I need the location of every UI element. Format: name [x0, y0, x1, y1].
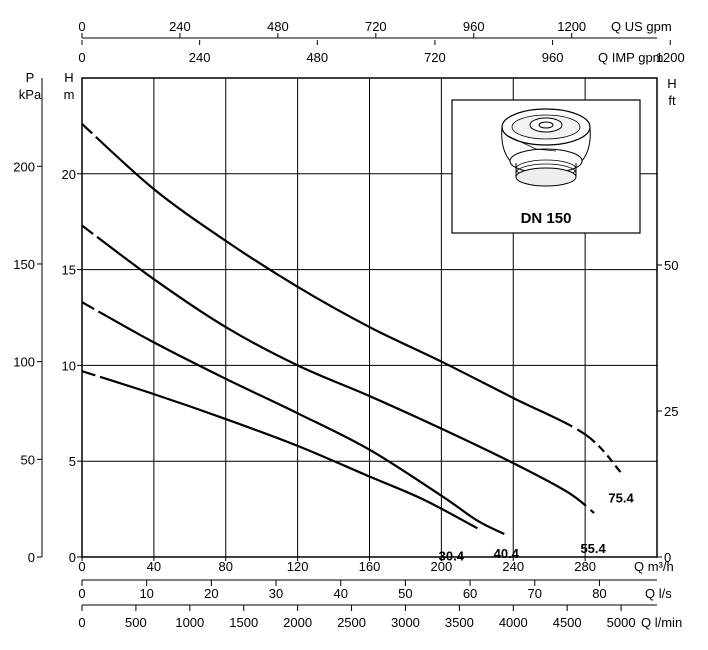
tick-label-h-ft: 0: [664, 550, 671, 565]
tick-label-q-m3h: 80: [219, 559, 233, 574]
tick-label-p-kpa: 0: [28, 550, 35, 565]
tick-label-q-m3h: 280: [574, 559, 596, 574]
axis-label-p-symbol: P: [26, 70, 35, 85]
tick-label-q-ls: 60: [463, 586, 477, 601]
tick-label-h-m: 5: [69, 454, 76, 469]
tick-label-q-m3h: 120: [287, 559, 309, 574]
tick-label-q-impgpm: 720: [424, 50, 446, 65]
tick-label-q-lmin: 3500: [445, 615, 474, 630]
curves: 75.455.440.430.4: [81, 123, 634, 563]
tick-label-q-ls: 10: [139, 586, 153, 601]
tick-label-q-m3h: 40: [147, 559, 161, 574]
tick-label-q-m3h: 240: [502, 559, 524, 574]
tick-label-q-lmin: 0: [78, 615, 85, 630]
tick-label-q-lmin: 2500: [337, 615, 366, 630]
tick-label-q-usgpm: 240: [169, 19, 191, 34]
tick-label-q-ls: 20: [204, 586, 218, 601]
tick-label-q-usgpm: 1200: [557, 19, 586, 34]
tick-label-h-m: 10: [62, 358, 76, 373]
tick-label-q-usgpm: 480: [267, 19, 289, 34]
tick-label-q-lmin: 3000: [391, 615, 420, 630]
outlet-image: [501, 108, 591, 187]
tick-label-p-kpa: 50: [21, 452, 35, 467]
tick-label-h-ft: 50: [664, 258, 678, 273]
axis-label-h-m-unit: m: [64, 87, 75, 102]
tick-label-q-lmin: 1500: [229, 615, 258, 630]
tick-label-q-impgpm: 960: [542, 50, 564, 65]
tick-label-q-m3h: 0: [78, 559, 85, 574]
tick-label-q-m3h: 200: [431, 559, 453, 574]
curve-label-55.4: 55.4: [580, 541, 606, 556]
tick-label-q-ls: 0: [78, 586, 85, 601]
curve-label-30.4: 30.4: [439, 548, 465, 563]
axis-label-h-ft-unit: ft: [668, 93, 676, 108]
tick-label-q-lmin: 5000: [607, 615, 636, 630]
tick-label-p-kpa: 200: [13, 159, 35, 174]
tick-label-q-impgpm: 240: [189, 50, 211, 65]
tick-label-q-ls: 80: [592, 586, 606, 601]
product-inset: DN 150: [451, 99, 641, 234]
tick-label-q-m3h: 160: [359, 559, 381, 574]
tick-label-q-usgpm: 0: [78, 19, 85, 34]
tick-label-q-ls: 30: [269, 586, 283, 601]
axis-label-p-unit: kPa: [19, 87, 42, 102]
tick-label-h-m: 20: [62, 167, 76, 182]
tick-label-q-impgpm: 480: [306, 50, 328, 65]
tick-label-q-lmin: 4000: [499, 615, 528, 630]
tick-label-q-ls: 50: [398, 586, 412, 601]
axis-label-q-impgpm: Q IMP gpm: [598, 50, 664, 65]
axis-label-q-ls: Q l/s: [645, 586, 672, 601]
axis-label-q-m3h: Q m³/h: [634, 559, 674, 574]
tick-label-q-impgpm: 0: [78, 50, 85, 65]
axis-label-h-m-symbol: H: [64, 70, 73, 85]
tick-label-h-ft: 25: [664, 404, 678, 419]
tick-label-q-impgpm: 1200: [656, 50, 685, 65]
tick-label-q-lmin: 4500: [553, 615, 582, 630]
curve-40.4: [81, 301, 505, 535]
tick-label-q-lmin: 1000: [175, 615, 204, 630]
tick-label-q-ls: 70: [528, 586, 542, 601]
tick-label-p-kpa: 100: [13, 355, 35, 370]
axis-label-q-lmin: Q l/min: [641, 615, 682, 630]
tick-label-h-m: 15: [62, 263, 76, 278]
tick-label-p-kpa: 150: [13, 257, 35, 272]
axis-label-q-usgpm: Q US gpm: [611, 19, 672, 34]
tick-label-q-lmin: 2000: [283, 615, 312, 630]
axes: 0 40 80 120 160 200 240 280 Q m³/h0 10 20 30 40 50 60 7…: [13, 19, 684, 630]
tick-label-q-usgpm: 720: [365, 19, 387, 34]
curve-75.4: [81, 123, 622, 474]
tick-label-q-usgpm: 960: [463, 19, 485, 34]
axis-label-h-ft-symbol: H: [667, 76, 676, 91]
curve-55.4: [81, 224, 595, 514]
tick-label-q-lmin: 500: [125, 615, 147, 630]
curve-label-75.4: 75.4: [608, 491, 634, 506]
curve-30.4: [81, 370, 478, 530]
inset-title: DN 150: [521, 210, 572, 227]
tick-label-q-ls: 40: [333, 586, 347, 601]
tick-label-h-m: 0: [69, 550, 76, 565]
